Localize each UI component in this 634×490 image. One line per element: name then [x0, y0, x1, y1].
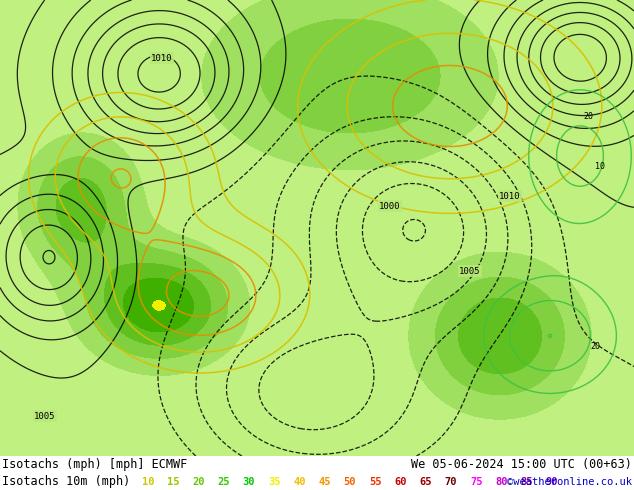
- Text: 1010: 1010: [152, 53, 172, 63]
- Text: Isotachs (mph) [mph] ECMWF: Isotachs (mph) [mph] ECMWF: [2, 458, 187, 471]
- Text: 25: 25: [217, 476, 230, 487]
- Text: 80: 80: [495, 476, 508, 487]
- Text: 65: 65: [420, 476, 432, 487]
- Text: 15: 15: [167, 476, 179, 487]
- Text: 75: 75: [470, 476, 482, 487]
- Text: 20: 20: [583, 112, 593, 121]
- Text: Isotachs 10m (mph): Isotachs 10m (mph): [2, 475, 130, 488]
- Text: 35: 35: [268, 476, 280, 487]
- Text: 50: 50: [344, 476, 356, 487]
- Text: 45: 45: [318, 476, 331, 487]
- Text: 60: 60: [394, 476, 407, 487]
- Text: 1010: 1010: [499, 192, 521, 200]
- Text: 1005: 1005: [34, 412, 56, 420]
- Text: 90: 90: [546, 476, 559, 487]
- Text: 10: 10: [595, 162, 605, 171]
- Text: We 05-06-2024 15:00 UTC (00+63): We 05-06-2024 15:00 UTC (00+63): [411, 458, 632, 471]
- Text: 85: 85: [521, 476, 533, 487]
- Text: 1000: 1000: [379, 201, 401, 211]
- Text: 40: 40: [294, 476, 306, 487]
- Text: 10: 10: [142, 476, 154, 487]
- Text: 30: 30: [243, 476, 256, 487]
- Text: 1005: 1005: [459, 267, 481, 275]
- Text: 20: 20: [192, 476, 205, 487]
- Text: ©weatheronline.co.uk: ©weatheronline.co.uk: [507, 476, 632, 487]
- Text: 20: 20: [590, 342, 600, 350]
- Text: 70: 70: [444, 476, 457, 487]
- Text: 55: 55: [369, 476, 382, 487]
